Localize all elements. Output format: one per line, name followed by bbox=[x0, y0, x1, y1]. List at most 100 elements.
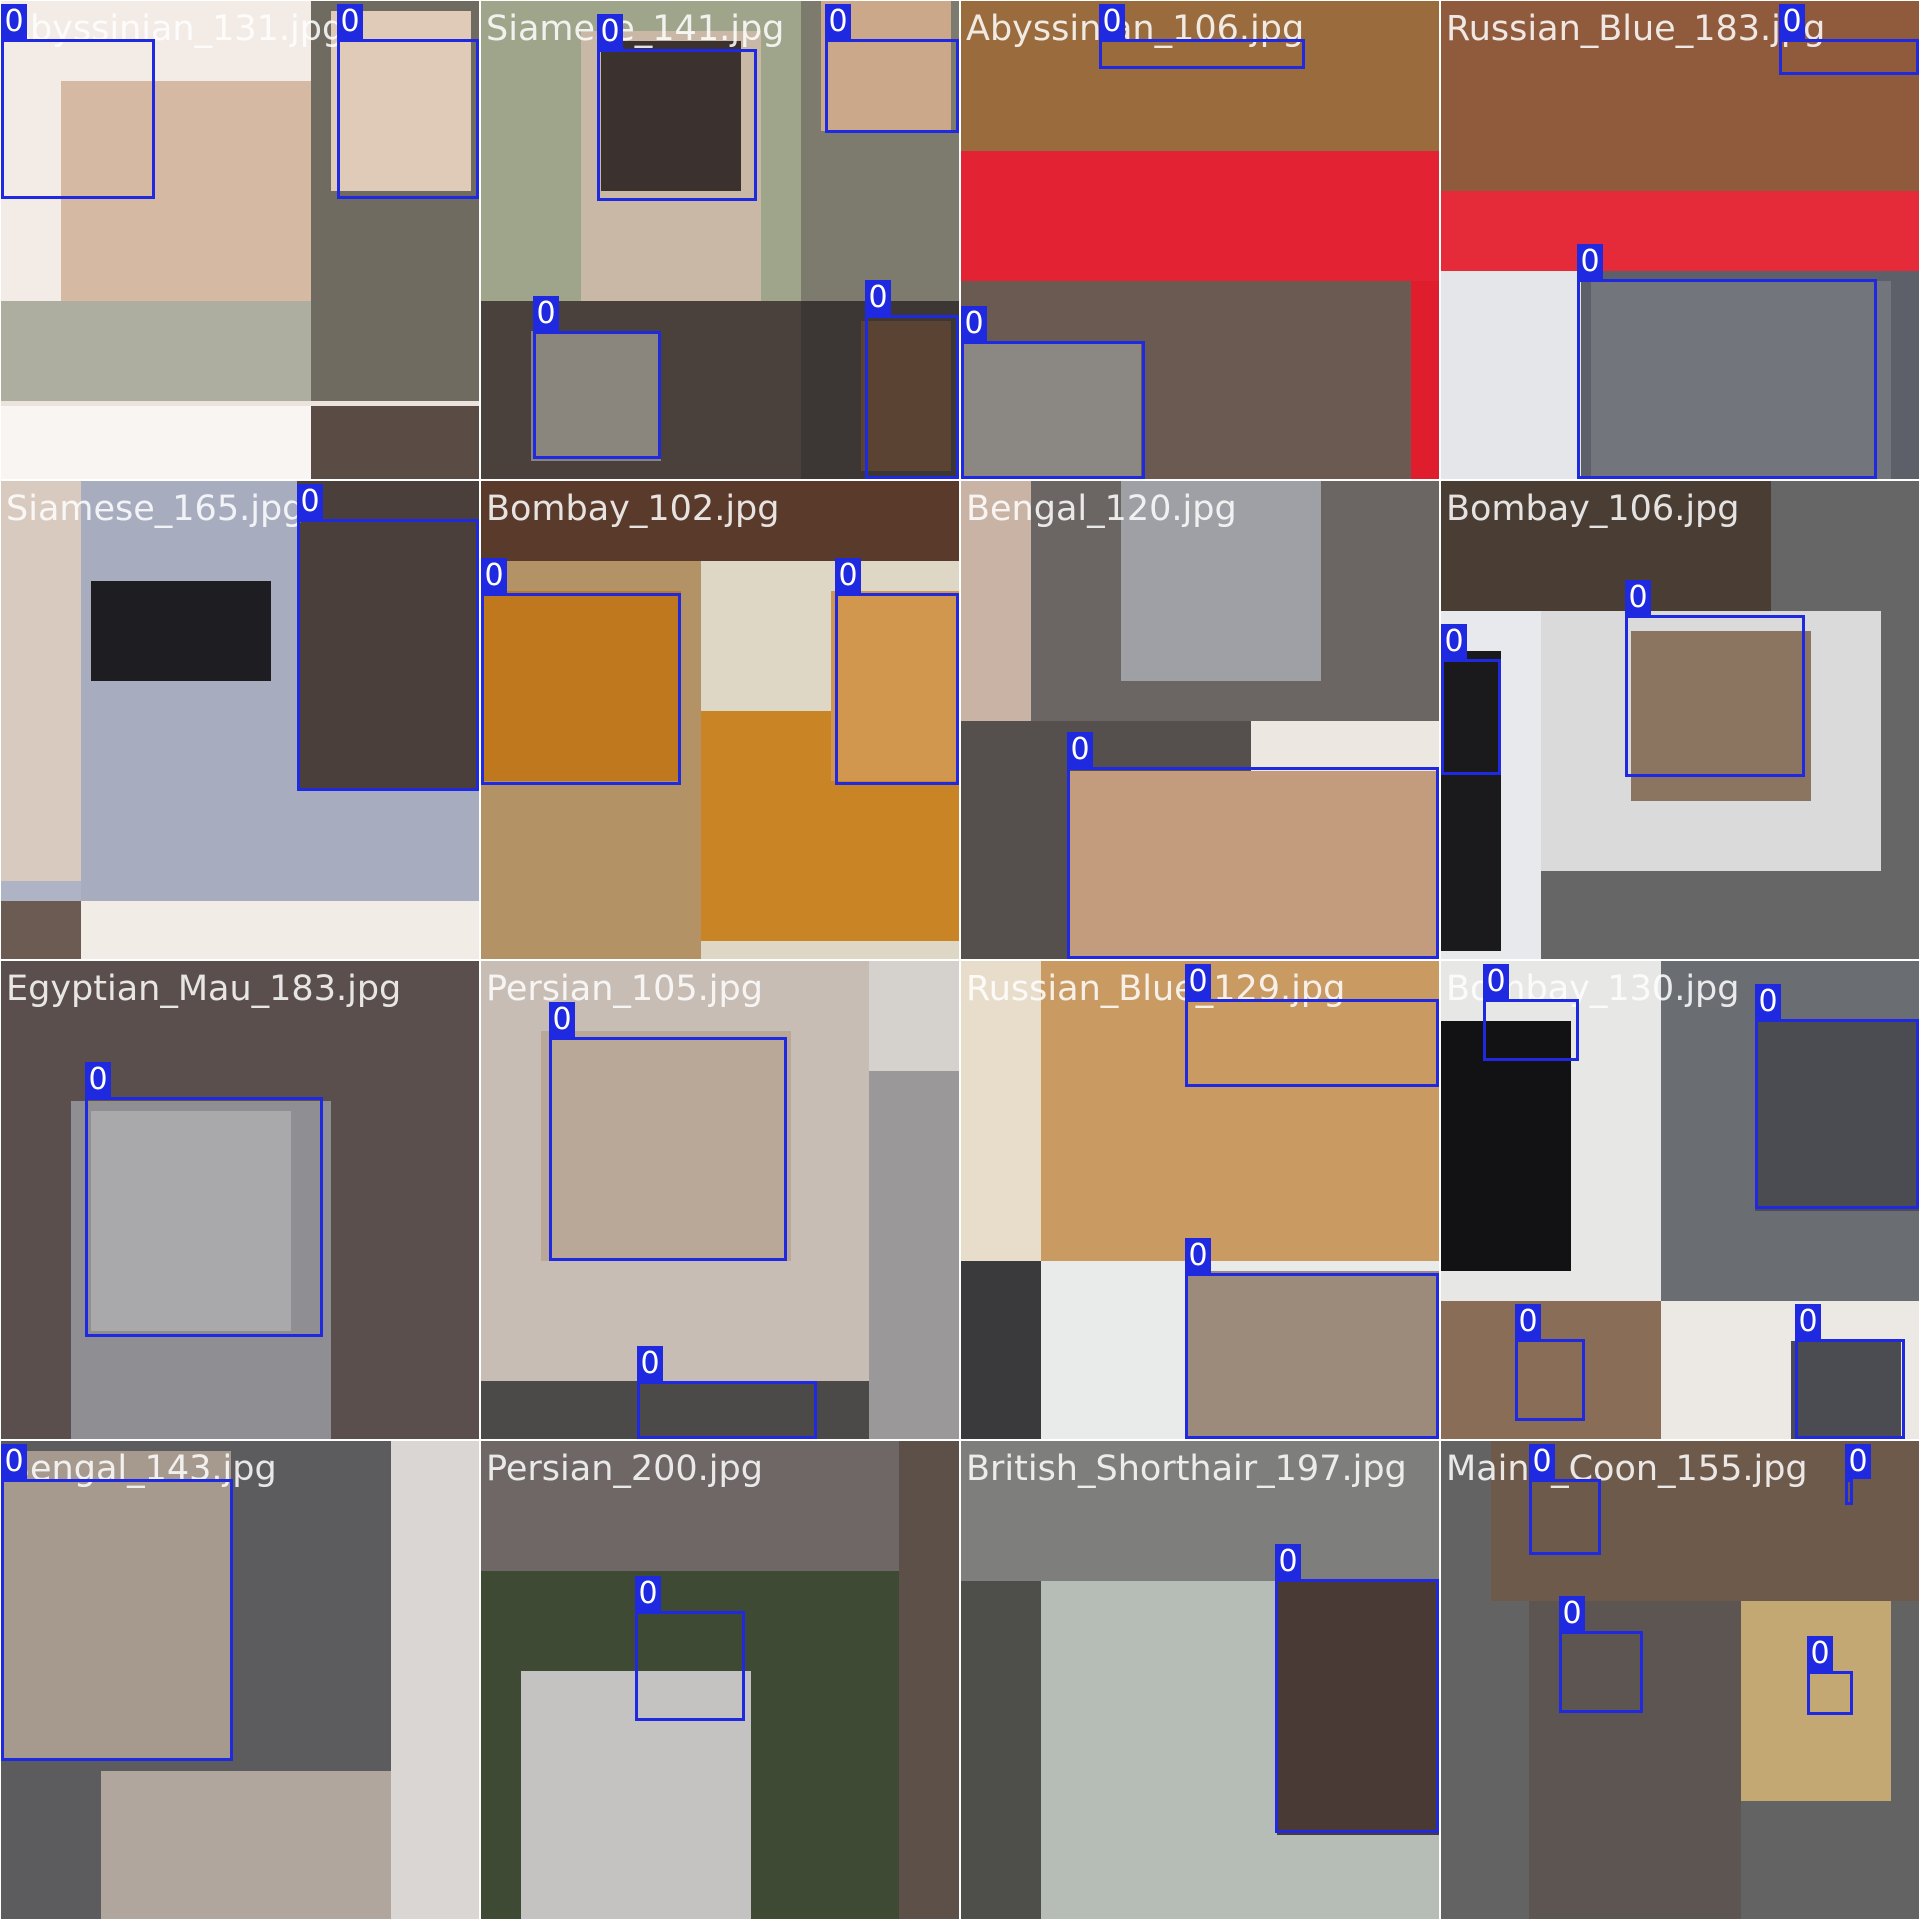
class-label: 0 bbox=[1515, 1304, 1541, 1339]
bounding-box: 0 bbox=[1099, 4, 1305, 69]
photo-region bbox=[1441, 1021, 1571, 1271]
bounding-box: 0 bbox=[835, 558, 959, 785]
bounding-box: 0 bbox=[1185, 1238, 1439, 1439]
photo-region bbox=[481, 1441, 899, 1571]
image-tile: Abyssinian_131.jpg 0 0 bbox=[1, 1, 479, 479]
class-label: 0 bbox=[1, 1444, 27, 1479]
image-filename: Bengal_120.jpg bbox=[966, 489, 1237, 529]
image-filename: Russian_Blue_183.jpg bbox=[1446, 9, 1826, 49]
bounding-box: 0 bbox=[1755, 984, 1919, 1209]
photo-region bbox=[1441, 1, 1919, 201]
bounding-box: 0 bbox=[1625, 580, 1805, 777]
class-label: 0 bbox=[635, 1576, 661, 1611]
class-label: 0 bbox=[865, 280, 891, 315]
photo-region bbox=[1441, 1301, 1661, 1439]
photo-region bbox=[1411, 281, 1439, 479]
image-filename: Bombay_102.jpg bbox=[486, 489, 780, 529]
photo-region bbox=[961, 1441, 1439, 1581]
photo-region bbox=[1041, 961, 1439, 1261]
bounding-box: 0 bbox=[533, 296, 661, 459]
bounding-box: 0 bbox=[865, 280, 959, 479]
image-tile: Persian_105.jpg 0 0 bbox=[481, 961, 959, 1439]
photo-region bbox=[1755, 1021, 1919, 1211]
photo-region bbox=[481, 1381, 869, 1439]
bounding-box: 0 bbox=[637, 1346, 817, 1439]
image-tile: Russian_Blue_183.jpg 0 0 bbox=[1441, 1, 1919, 479]
photo-region bbox=[1441, 271, 1581, 479]
class-label: 0 bbox=[1099, 4, 1125, 39]
class-label: 0 bbox=[85, 1062, 111, 1097]
bounding-box: 0 bbox=[1559, 1596, 1643, 1713]
bounding-box: 0 bbox=[481, 558, 681, 785]
image-tile: Bengal_143.jpg 0 bbox=[1, 1441, 479, 1919]
class-label: 0 bbox=[825, 4, 851, 39]
photo-region bbox=[961, 1581, 1041, 1919]
bounding-box: 0 bbox=[1529, 1444, 1601, 1555]
bounding-box: 0 bbox=[337, 4, 479, 199]
class-label: 0 bbox=[1067, 732, 1093, 767]
photo-region bbox=[961, 1261, 1041, 1439]
photo-region bbox=[1441, 191, 1919, 271]
photo-region bbox=[1441, 651, 1501, 951]
bounding-box: 0 bbox=[825, 4, 959, 133]
photo-region bbox=[1741, 1601, 1891, 1801]
photo-region bbox=[1529, 1601, 1741, 1919]
image-filename: Abyssinian_131.jpg bbox=[6, 9, 345, 49]
photo-region bbox=[91, 1111, 291, 1331]
class-label: 0 bbox=[1807, 1636, 1833, 1671]
photo-region bbox=[481, 591, 681, 781]
photo-region bbox=[541, 1031, 791, 1261]
class-label: 0 bbox=[1529, 1444, 1555, 1479]
photo-region bbox=[1, 481, 81, 881]
class-label: 0 bbox=[481, 558, 507, 593]
bounding-box: 0 bbox=[1, 1444, 233, 1761]
photo-region bbox=[831, 591, 959, 781]
photo-region bbox=[1791, 1341, 1901, 1439]
image-tile: Siamese_165.jpg 0 bbox=[1, 481, 479, 959]
photo-region bbox=[1631, 631, 1811, 801]
bounding-box: 0 bbox=[1275, 1544, 1439, 1833]
photo-region bbox=[1277, 1581, 1439, 1835]
bounding-box: 0 bbox=[597, 14, 757, 201]
class-label: 0 bbox=[1625, 580, 1651, 615]
bounding-box: 0 bbox=[297, 484, 479, 791]
photo-region bbox=[961, 151, 1439, 281]
class-label: 0 bbox=[1441, 624, 1467, 659]
photo-region bbox=[601, 41, 741, 191]
photo-region bbox=[81, 901, 479, 959]
bounding-box: 0 bbox=[1515, 1304, 1585, 1421]
photo-region bbox=[1121, 481, 1321, 681]
photo-region bbox=[1, 301, 311, 401]
photo-region bbox=[101, 1771, 391, 1919]
photo-region bbox=[1, 406, 311, 479]
photo-region bbox=[1069, 771, 1439, 959]
photo-region bbox=[1185, 1271, 1439, 1439]
image-tile: Maine_Coon_155.jpg 0 0 0 0 bbox=[1441, 1441, 1919, 1919]
bounding-box: 0 bbox=[1779, 4, 1919, 75]
bounding-box: 0 bbox=[1483, 964, 1579, 1061]
class-label: 0 bbox=[597, 14, 623, 49]
class-label: 0 bbox=[1845, 1444, 1871, 1479]
photo-region bbox=[391, 1441, 479, 1919]
bounding-box: 0 bbox=[1577, 244, 1877, 479]
image-filename: Egyptian_Mau_183.jpg bbox=[6, 969, 402, 1009]
bounding-box: 0 bbox=[549, 1002, 787, 1261]
image-tile: Bengal_120.jpg 0 bbox=[961, 481, 1439, 959]
class-label: 0 bbox=[1577, 244, 1603, 279]
class-label: 0 bbox=[297, 484, 323, 519]
image-filename: Siamese_165.jpg bbox=[6, 489, 305, 529]
photo-region bbox=[297, 481, 479, 791]
image-filename: Persian_105.jpg bbox=[486, 969, 763, 1009]
photo-region bbox=[961, 1, 1439, 161]
bounding-box: 0 bbox=[1, 4, 155, 199]
class-label: 0 bbox=[1185, 964, 1211, 999]
image-filename: Bombay_106.jpg bbox=[1446, 489, 1740, 529]
photo-region bbox=[899, 1441, 959, 1919]
image-tile: Abyssinian_106.jpg 0 0 bbox=[961, 1, 1439, 479]
bounding-box: 0 bbox=[1845, 1444, 1871, 1505]
image-tile: Bombay_130.jpg 0 0 0 0 bbox=[1441, 961, 1919, 1439]
class-label: 0 bbox=[1779, 4, 1805, 39]
class-label: 0 bbox=[835, 558, 861, 593]
photo-region bbox=[1441, 481, 1771, 611]
image-filename: Russian_Blue_129.jpg bbox=[966, 969, 1346, 1009]
